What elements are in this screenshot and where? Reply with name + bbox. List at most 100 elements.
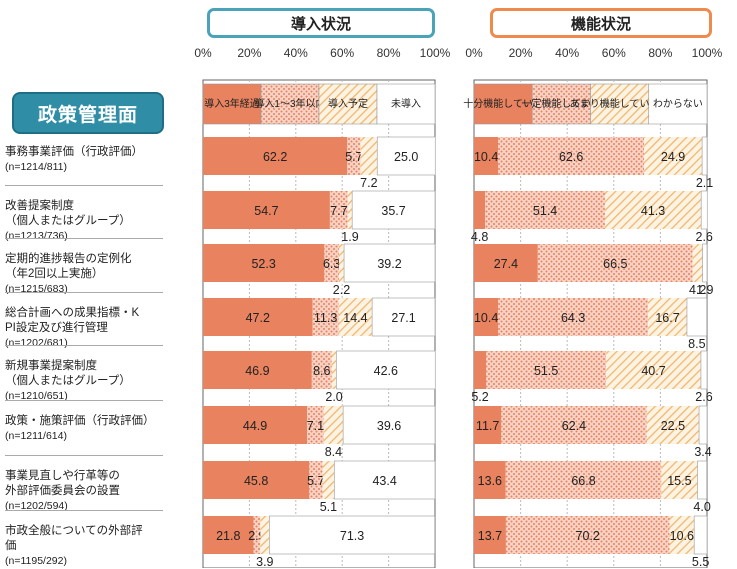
bar-segment bbox=[498, 137, 645, 175]
data-label: 3.4 bbox=[694, 445, 711, 459]
bar-segment bbox=[646, 406, 700, 444]
row-separator bbox=[5, 292, 163, 293]
legend-label: わからない bbox=[653, 98, 703, 110]
row-label-line: 価 bbox=[5, 540, 17, 552]
row-separator bbox=[5, 400, 163, 401]
legend-swatch bbox=[376, 83, 436, 125]
x-tick-label: 60% bbox=[330, 46, 354, 60]
legend-swatch bbox=[260, 83, 320, 125]
row-label-line: （個人またはグループ） bbox=[5, 375, 131, 387]
bar-segment bbox=[203, 351, 312, 389]
legend-label: 十分機能している bbox=[463, 97, 543, 110]
data-label: 39.2 bbox=[377, 257, 401, 271]
bar-segment bbox=[324, 244, 339, 282]
data-label: 10.4 bbox=[474, 311, 498, 325]
x-tick-label: 0% bbox=[465, 46, 483, 60]
bar-segment bbox=[336, 350, 436, 390]
row-label: 事務事業評価（行政評価） (n=1214/811) bbox=[5, 145, 165, 175]
bar-segment bbox=[312, 298, 339, 336]
bar-segment bbox=[203, 244, 325, 282]
row-label-line: 定期的進捗報告の定例化 bbox=[5, 253, 132, 265]
row-label: 市政全般についての外部評価 (n=1195/292) bbox=[5, 524, 165, 569]
data-label: 24.9 bbox=[661, 150, 685, 164]
data-label: 71.3 bbox=[340, 529, 364, 543]
bar-segment bbox=[338, 244, 345, 282]
bar-segment bbox=[474, 461, 506, 499]
row-label-line: 政策・施策評価（行政評価） bbox=[5, 415, 155, 427]
row-sample-size: (n=1214/811) bbox=[5, 161, 67, 173]
data-label: 6.3 bbox=[323, 257, 340, 271]
row-label: 改善提案制度 （個人またはグループ） (n=1213/736) bbox=[5, 199, 165, 244]
data-label: 1.9 bbox=[341, 230, 358, 244]
data-label: 7.7 bbox=[330, 204, 347, 218]
x-tick-label: 80% bbox=[377, 46, 401, 60]
right-panel-title: 機能状況 bbox=[490, 8, 712, 38]
bar-segment bbox=[474, 351, 487, 389]
data-label: 16.7 bbox=[655, 311, 679, 325]
legend-label: 未導入 bbox=[391, 97, 421, 110]
legend-label: あまり機能していない bbox=[570, 97, 670, 110]
legend-swatch bbox=[202, 83, 262, 125]
bar-segment bbox=[702, 243, 708, 283]
bar-segment bbox=[347, 137, 361, 175]
bar-segment bbox=[329, 191, 348, 229]
data-label: 64.3 bbox=[561, 311, 585, 325]
data-label: 2.0 bbox=[325, 390, 342, 404]
row-label: 総合計画への成果指標・K PI設定及び進行管理 (n=1202/681) bbox=[5, 306, 165, 351]
data-label: 51.4 bbox=[533, 204, 557, 218]
bar-segment bbox=[498, 298, 649, 336]
bar-segment bbox=[692, 244, 703, 282]
legend-swatch bbox=[473, 83, 533, 125]
bar-segment bbox=[322, 461, 335, 499]
data-label: 62.4 bbox=[562, 419, 586, 433]
data-label: 21.8 bbox=[216, 529, 240, 543]
bar-segment bbox=[644, 137, 703, 175]
bar-segment bbox=[371, 297, 436, 337]
row-sample-size: (n=1202/594) bbox=[5, 500, 68, 512]
row-label-line: 事業見直しや行革等の bbox=[5, 470, 120, 482]
x-tick-label: 40% bbox=[555, 46, 579, 60]
bar-segment bbox=[203, 516, 254, 554]
bar-segment bbox=[701, 136, 708, 176]
row-sample-size: (n=1195/292) bbox=[5, 555, 67, 567]
bar-segment bbox=[486, 351, 607, 389]
data-label: 43.4 bbox=[372, 474, 396, 488]
data-label: 66.8 bbox=[571, 474, 595, 488]
bar-segment bbox=[203, 191, 330, 229]
bar-segment bbox=[323, 406, 344, 444]
bar-segment bbox=[474, 516, 506, 554]
data-label: 2.1 bbox=[696, 176, 713, 190]
row-label: 政策・施策評価（行政評価） (n=1211/614) bbox=[5, 414, 165, 444]
legend-swatch bbox=[648, 83, 708, 125]
data-label: 5.1 bbox=[320, 500, 337, 514]
x-tick-label: 100% bbox=[692, 46, 723, 60]
row-label-line: （個人またはグループ） bbox=[5, 215, 131, 227]
x-tick-label: 100% bbox=[420, 46, 451, 60]
legend-swatch bbox=[531, 83, 591, 125]
bar-segment bbox=[474, 406, 502, 444]
bar-segment bbox=[376, 136, 436, 176]
data-label: 10.4 bbox=[474, 150, 498, 164]
data-label: 5.2 bbox=[471, 390, 488, 404]
bar-segment bbox=[342, 405, 436, 445]
data-label: 52.3 bbox=[251, 257, 275, 271]
x-tick-label: 40% bbox=[284, 46, 308, 60]
bar-segment bbox=[203, 406, 308, 444]
data-label: 8.6 bbox=[313, 364, 330, 378]
bar-segment bbox=[700, 350, 708, 390]
data-label: 4.0 bbox=[693, 500, 710, 514]
data-label: 14.4 bbox=[343, 311, 367, 325]
data-label: 8.5 bbox=[688, 337, 705, 351]
bar-segment bbox=[604, 191, 702, 229]
bar-segment bbox=[203, 461, 310, 499]
bar-segment bbox=[474, 191, 486, 229]
data-label: 27.4 bbox=[494, 257, 518, 271]
bar-segment bbox=[648, 298, 687, 336]
bar-segment bbox=[661, 461, 698, 499]
data-label: 13.7 bbox=[478, 529, 502, 543]
data-label: 62.2 bbox=[263, 150, 287, 164]
data-label: 3.9 bbox=[256, 555, 273, 568]
x-tick-label: 60% bbox=[602, 46, 626, 60]
bar-segment bbox=[307, 406, 324, 444]
bar-segment bbox=[697, 460, 708, 500]
